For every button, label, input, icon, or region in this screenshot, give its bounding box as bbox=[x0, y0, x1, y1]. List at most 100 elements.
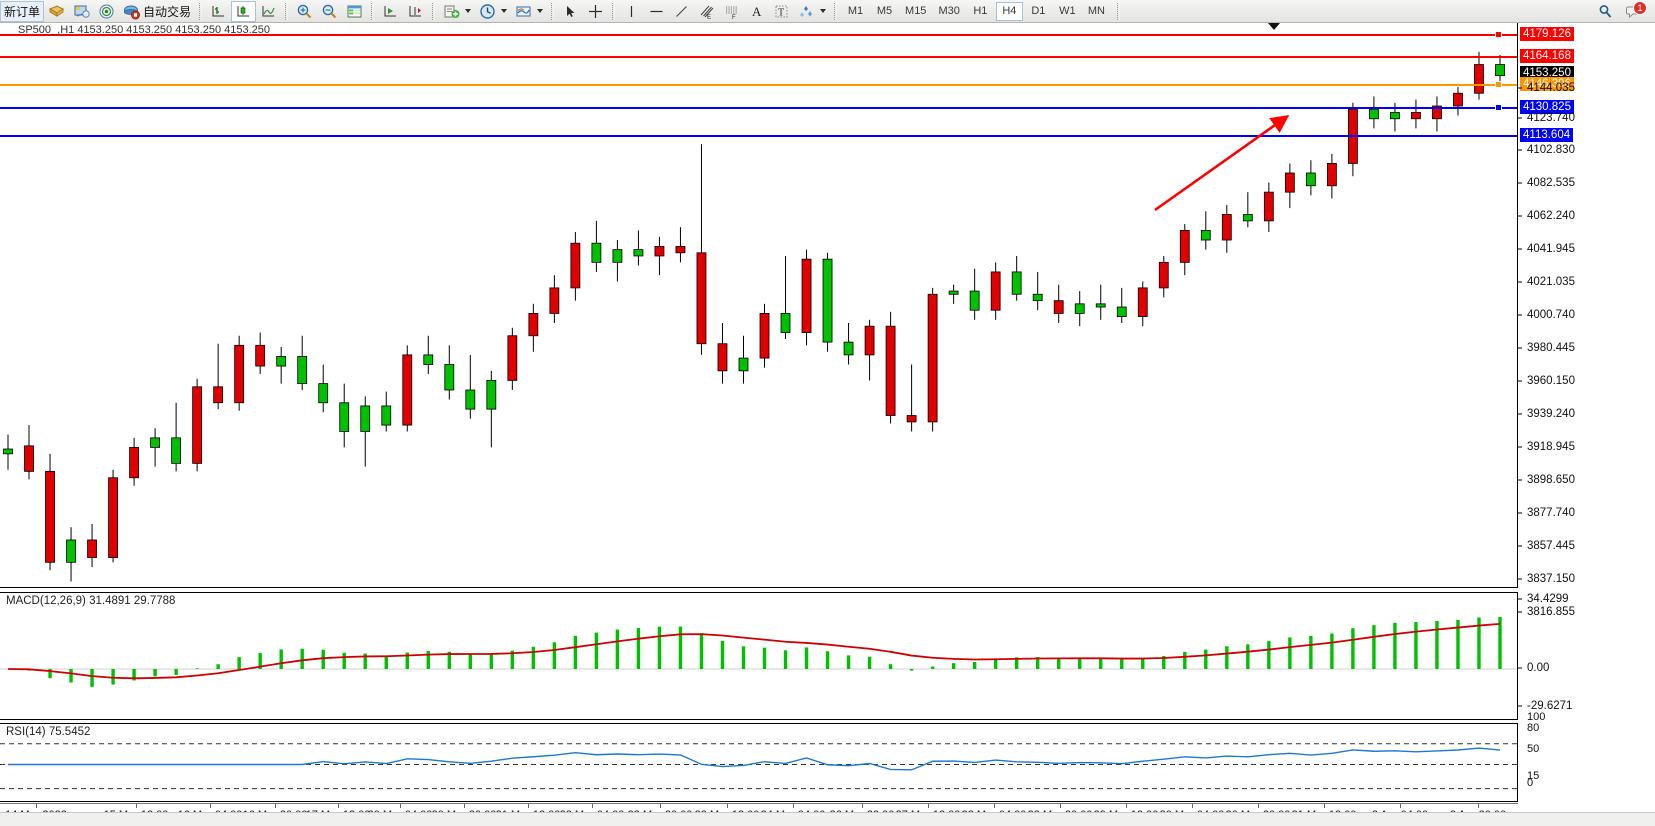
period-separator-button[interactable] bbox=[475, 1, 511, 22]
new-order-button[interactable]: 新订单 bbox=[0, 0, 45, 22]
resistance-line-2[interactable] bbox=[0, 56, 1517, 58]
macd-scale-label: 34.4299 bbox=[1527, 593, 1569, 605]
svg-text:T: T bbox=[778, 7, 784, 18]
bar-chart-icon bbox=[212, 5, 225, 16]
price-tick bbox=[1518, 314, 1522, 316]
trendline-button[interactable] bbox=[669, 1, 694, 22]
chart-area[interactable]: SP500_,H1 4153.250 4153.250 4153.250 415… bbox=[0, 23, 1655, 826]
price-axis[interactable]: 4179.126 4164.168 4153.250 4146.306 4144.035… bbox=[1518, 23, 1655, 826]
price-label: 3837.150 bbox=[1527, 573, 1575, 585]
add-indicator-button[interactable] bbox=[439, 1, 475, 22]
price-pane[interactable]: SP500_,H1 4153.250 4153.250 4153.250 415… bbox=[0, 23, 1518, 588]
resistance-line-1[interactable] bbox=[0, 34, 1517, 36]
time-tick bbox=[994, 804, 995, 808]
line-chart-button[interactable] bbox=[256, 1, 281, 22]
timeframe-m5[interactable]: M5 bbox=[876, 5, 893, 17]
price-tick bbox=[1518, 611, 1522, 613]
time-tick bbox=[727, 804, 728, 808]
rsi-scale-label: 100 bbox=[1527, 711, 1546, 723]
cursor-tool-button[interactable] bbox=[558, 1, 583, 22]
bar-chart-button[interactable] bbox=[206, 1, 231, 22]
chevron-down-icon[interactable] bbox=[820, 9, 827, 13]
timeframe-m15[interactable]: M15 bbox=[905, 5, 927, 17]
pending-order-line-handle[interactable] bbox=[1495, 81, 1502, 88]
toolbar-separator bbox=[371, 2, 375, 20]
macd-pane[interactable]: MACD(12,26,9) 31.4891 29.7788 bbox=[0, 592, 1518, 720]
price-tick bbox=[1518, 347, 1522, 349]
auto-scroll-button[interactable] bbox=[403, 1, 428, 22]
time-tick bbox=[528, 804, 529, 808]
price-label-badge: 4179.126 bbox=[1520, 27, 1574, 41]
price-tick bbox=[1518, 413, 1522, 415]
macd-scale-tick bbox=[1518, 705, 1522, 707]
text-tool-button[interactable]: A bbox=[744, 1, 769, 22]
price-tick bbox=[1518, 281, 1522, 283]
toolbar-separator bbox=[199, 2, 203, 20]
templates-button[interactable] bbox=[511, 1, 547, 22]
time-tick bbox=[1258, 804, 1259, 808]
market-watch-glyph bbox=[48, 4, 65, 17]
data-grid-button[interactable] bbox=[342, 1, 367, 22]
price-label: 4144.035 bbox=[1527, 82, 1575, 94]
time-tick bbox=[210, 804, 211, 808]
zoom-out-button[interactable] bbox=[317, 1, 342, 22]
chevron-down-icon[interactable] bbox=[537, 9, 544, 13]
chevron-down-icon[interactable] bbox=[501, 9, 508, 13]
zoom-out-icon bbox=[322, 4, 337, 18]
resistance-line-1-handle[interactable] bbox=[1495, 31, 1502, 38]
market-watch-icon[interactable] bbox=[44, 1, 69, 22]
price-tick bbox=[1518, 446, 1522, 448]
time-tick bbox=[136, 804, 137, 808]
text-label-button[interactable]: T bbox=[769, 1, 794, 22]
timeframe-w1[interactable]: W1 bbox=[1059, 5, 1076, 17]
notifications-button[interactable]: 1 bbox=[1622, 0, 1647, 22]
timeframe-mn[interactable]: MN bbox=[1087, 5, 1105, 17]
price-tick bbox=[1518, 182, 1522, 184]
chevron-down-icon[interactable] bbox=[465, 9, 472, 13]
price-tick bbox=[1518, 149, 1522, 151]
timeframe-h1[interactable]: H1 bbox=[973, 5, 988, 17]
time-tick bbox=[660, 804, 661, 808]
shapes-icon bbox=[800, 5, 813, 17]
add-indicator-icon bbox=[444, 5, 460, 18]
timeframe-m1[interactable]: M1 bbox=[847, 5, 864, 17]
price-label: 3857.445 bbox=[1527, 540, 1575, 552]
toolbar-separator bbox=[1116, 2, 1120, 20]
support-line-2[interactable] bbox=[0, 135, 1517, 137]
price-label: 3877.740 bbox=[1527, 507, 1575, 519]
auto-trading-label: 自动交易 bbox=[143, 4, 192, 19]
rsi-pane[interactable]: RSI(14) 75.5452 bbox=[0, 723, 1518, 802]
zoom-in-button[interactable] bbox=[292, 1, 317, 22]
svg-text:E: E bbox=[707, 14, 711, 20]
auto-trading-button[interactable]: 自动交易 bbox=[119, 1, 195, 22]
timeframe-h4[interactable]: H4 bbox=[995, 1, 1023, 21]
navigator-glyph bbox=[99, 4, 114, 18]
rsi-scale-label: 80 bbox=[1527, 722, 1540, 734]
price-label: 4062.240 bbox=[1527, 210, 1575, 222]
price-label: 4082.535 bbox=[1527, 177, 1575, 189]
template-icon bbox=[516, 6, 531, 16]
timeframe-d1[interactable]: D1 bbox=[1031, 5, 1046, 17]
price-tick bbox=[1518, 545, 1522, 547]
candlestick-chart-button[interactable] bbox=[231, 0, 257, 22]
pending-order-line[interactable] bbox=[0, 84, 1517, 86]
fibonacci-button[interactable]: F bbox=[719, 1, 744, 22]
timeframe-group: M1 M5 M15 M30 H1 H4 D1 W1 MN bbox=[841, 1, 1111, 21]
navigator-icon[interactable] bbox=[94, 1, 119, 22]
price-label: 3898.650 bbox=[1527, 474, 1575, 486]
shift-end-button[interactable] bbox=[378, 1, 403, 22]
equidistant-channel-button[interactable]: E bbox=[694, 1, 719, 22]
horizontal-line-button[interactable] bbox=[644, 1, 669, 22]
data-window-icon[interactable] bbox=[69, 1, 94, 22]
support-line-1-handle[interactable] bbox=[1495, 104, 1502, 111]
shapes-button[interactable] bbox=[794, 1, 830, 22]
timeframe-m30[interactable]: M30 bbox=[938, 5, 960, 17]
time-tick bbox=[1478, 804, 1479, 808]
rsi-series bbox=[0, 743, 1517, 790]
search-button[interactable] bbox=[1593, 1, 1618, 22]
price-tick bbox=[1518, 578, 1522, 580]
crosshair-tool-button[interactable] bbox=[583, 1, 608, 22]
time-tick bbox=[400, 804, 401, 808]
support-line-1[interactable] bbox=[0, 107, 1517, 109]
vertical-line-button[interactable] bbox=[619, 1, 644, 22]
